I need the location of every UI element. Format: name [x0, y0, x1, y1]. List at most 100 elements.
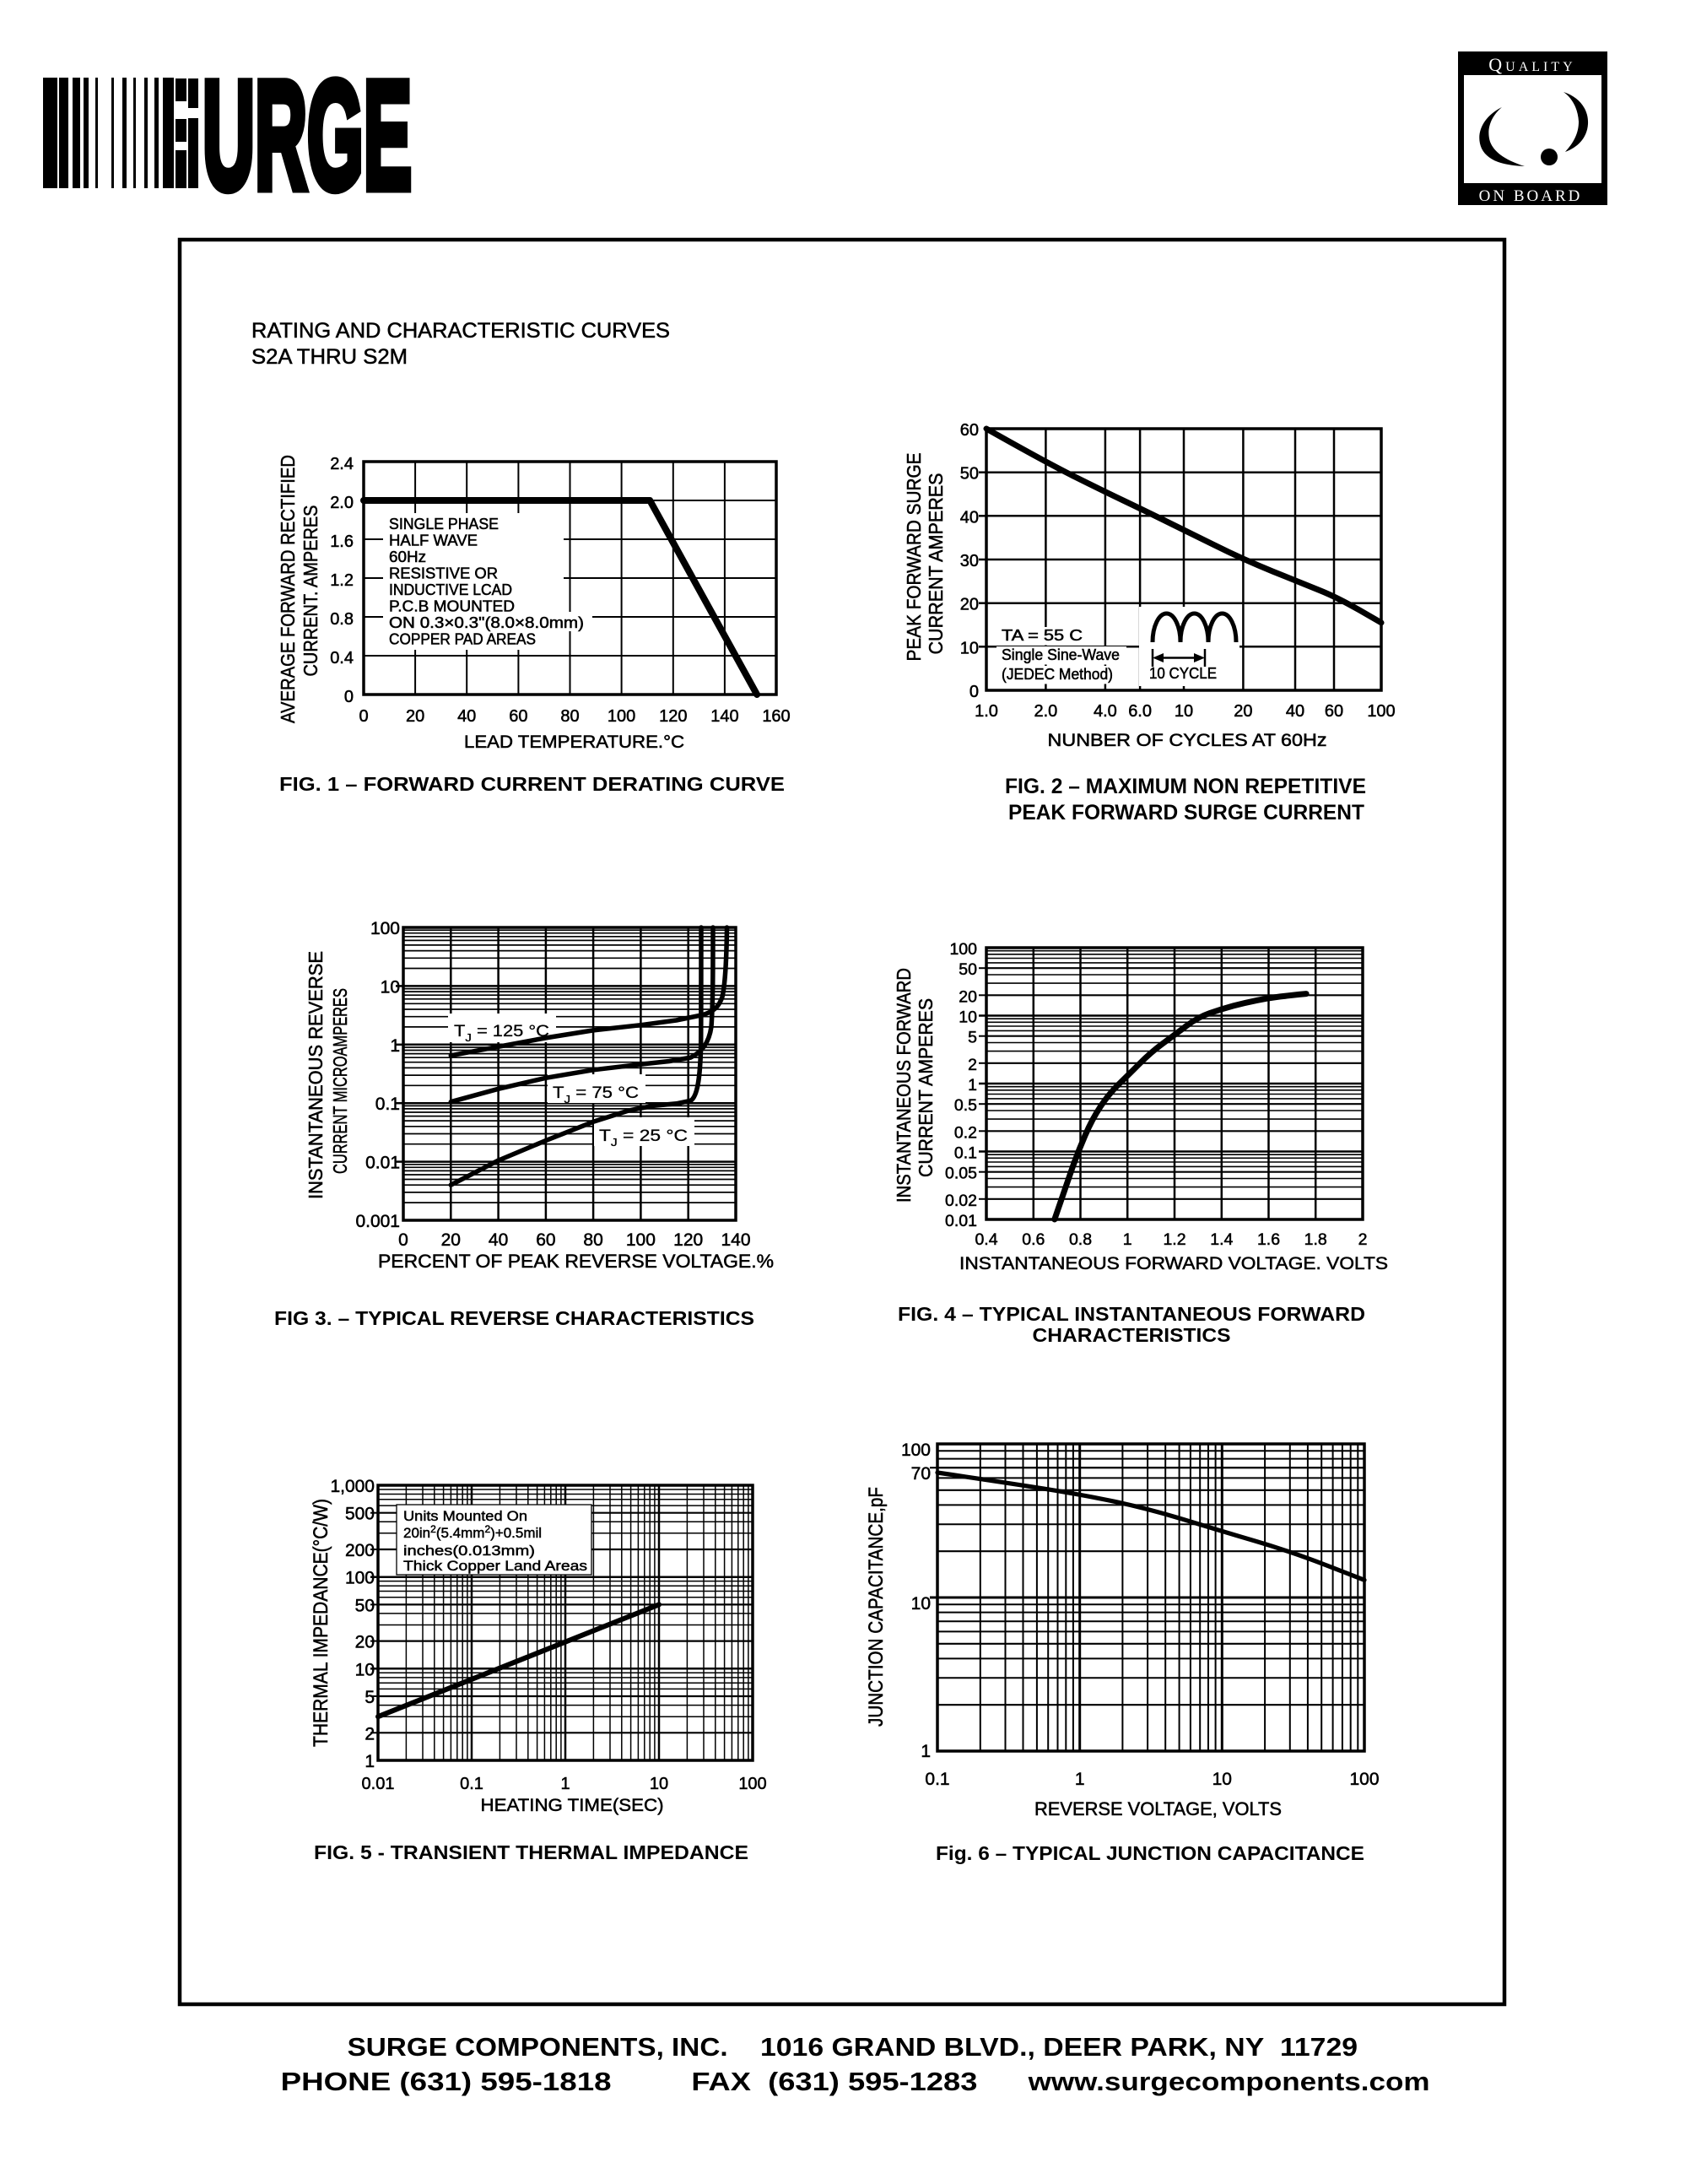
svg-text:1: 1: [390, 1036, 400, 1056]
svg-text:10: 10: [1212, 1770, 1232, 1789]
svg-text:PEAK FORWARD SURGE: PEAK FORWARD SURGE: [903, 453, 925, 662]
svg-text:160: 160: [762, 707, 790, 726]
svg-text:(JEDEC Method): (JEDEC Method): [1002, 666, 1113, 683]
svg-text:0.1: 0.1: [925, 1770, 949, 1789]
svg-text:6.0: 6.0: [1128, 702, 1152, 721]
svg-text:20: 20: [406, 707, 424, 726]
svg-text:FIG. 1 – FORWARD CURRENT DERAT: FIG. 1 – FORWARD CURRENT DERATING CURVE: [279, 773, 785, 795]
svg-text:ON 0.3×0.3"(8.0×8.0mm): ON 0.3×0.3"(8.0×8.0mm): [389, 614, 584, 631]
svg-text:40: 40: [1286, 702, 1304, 721]
svg-text:100: 100: [345, 1569, 375, 1588]
svg-text:2.4: 2.4: [330, 455, 354, 473]
svg-text:10: 10: [911, 1594, 931, 1614]
svg-text:CHARACTERISTICS: CHARACTERISTICS: [1033, 1324, 1231, 1346]
svg-text:60: 60: [509, 707, 527, 726]
svg-text:1: 1: [921, 1742, 931, 1761]
svg-text:1.2: 1.2: [1163, 1230, 1185, 1249]
svg-text:0.001: 0.001: [355, 1212, 400, 1231]
svg-text:0.2: 0.2: [954, 1123, 977, 1142]
svg-text:0: 0: [398, 1230, 408, 1250]
svg-text:100: 100: [370, 919, 400, 938]
svg-text:1,000: 1,000: [330, 1477, 375, 1496]
svg-text:0.02: 0.02: [945, 1192, 977, 1210]
svg-text:0.1: 0.1: [954, 1144, 977, 1163]
svg-text:0.01: 0.01: [945, 1212, 977, 1230]
svg-text:THERMAL IMPEDANCE(°C/W): THERMAL IMPEDANCE(°C/W): [310, 1499, 332, 1747]
svg-text:COPPER PAD AREAS: COPPER PAD AREAS: [389, 631, 536, 648]
svg-text:50: 50: [355, 1596, 375, 1615]
svg-text:10: 10: [1175, 702, 1193, 721]
svg-text:100: 100: [901, 1441, 931, 1460]
svg-text:PERCENT OF PEAK REVERSE VOLTAG: PERCENT OF PEAK REVERSE VOLTAGE.%: [378, 1251, 774, 1272]
svg-text:100: 100: [608, 707, 635, 726]
svg-text:10 CYCLE: 10 CYCLE: [1149, 665, 1217, 682]
svg-text:1.6: 1.6: [1257, 1230, 1280, 1249]
svg-text:Thick Copper Land Areas: Thick Copper Land Areas: [403, 1558, 587, 1574]
svg-text:20in2(5.4mm2)+0.5mil: 20in2(5.4mm2)+0.5mil: [403, 1523, 542, 1541]
svg-text:50: 50: [960, 465, 979, 484]
svg-text:FIG. 4 – TYPICAL INSTANTANEOUS: FIG. 4 – TYPICAL INSTANTANEOUS FORWARD: [898, 1303, 1365, 1325]
svg-text:S2A THRU S2M: S2A THRU S2M: [251, 345, 408, 369]
svg-text:INSTANTANEOUS FORWARD: INSTANTANEOUS FORWARD: [893, 968, 915, 1203]
svg-text:1: 1: [1075, 1770, 1085, 1789]
svg-text:2.0: 2.0: [1034, 702, 1057, 721]
svg-text:0: 0: [344, 688, 354, 706]
svg-text:30: 30: [960, 552, 979, 570]
svg-text:60: 60: [536, 1230, 555, 1250]
svg-text:80: 80: [560, 707, 579, 726]
svg-text:20: 20: [441, 1230, 461, 1250]
svg-text:100: 100: [1349, 1770, 1379, 1789]
svg-text:2: 2: [1358, 1230, 1368, 1249]
svg-text:0.4: 0.4: [975, 1230, 997, 1249]
svg-text:0.1: 0.1: [375, 1095, 400, 1114]
svg-text:PHONE (631) 595-1818: PHONE (631) 595-1818: [281, 2067, 612, 2096]
svg-text:www.surgecomponents.com: www.surgecomponents.com: [1027, 2067, 1429, 2096]
svg-text:inches(0.013mm): inches(0.013mm): [403, 1543, 535, 1559]
svg-text:40: 40: [489, 1230, 508, 1250]
svg-text:140: 140: [710, 707, 738, 726]
svg-text:SURGE COMPONENTS, INC.: SURGE COMPONENTS, INC.: [348, 2032, 728, 2062]
svg-text:20: 20: [959, 987, 977, 1006]
svg-text:FIG. 5 - TRANSIENT THERMAL IMP: FIG. 5 - TRANSIENT THERMAL IMPEDANCE: [314, 1841, 748, 1863]
svg-text:SINGLE PHASE: SINGLE PHASE: [389, 516, 499, 532]
svg-text:0.8: 0.8: [1069, 1230, 1092, 1249]
svg-text:10: 10: [355, 1660, 375, 1679]
svg-text:1.8: 1.8: [1304, 1230, 1327, 1249]
svg-text:Fig. 6 – TYPICAL JUNCTION CAPA: Fig. 6 – TYPICAL JUNCTION CAPACITANCE: [936, 1842, 1364, 1864]
svg-text:40: 40: [960, 508, 979, 527]
svg-text:20: 20: [960, 596, 979, 614]
svg-text:2.0: 2.0: [330, 494, 354, 512]
svg-text:5: 5: [968, 1029, 977, 1047]
svg-text:10: 10: [960, 639, 979, 657]
svg-text:100: 100: [626, 1230, 656, 1250]
svg-text:20: 20: [1234, 702, 1252, 721]
svg-text:10: 10: [959, 1008, 977, 1027]
svg-text:INSTANTANEOUS REVERSE: INSTANTANEOUS REVERSE: [305, 951, 327, 1199]
svg-text:ON BOARD: ON BOARD: [1479, 187, 1583, 205]
svg-text:RESISTIVE OR: RESISTIVE OR: [389, 565, 498, 582]
svg-text:1.6: 1.6: [330, 532, 354, 551]
svg-text:60: 60: [1325, 702, 1343, 721]
svg-text:70: 70: [911, 1464, 931, 1484]
svg-text:10: 10: [381, 977, 400, 997]
svg-text:0: 0: [359, 707, 368, 726]
svg-text:REVERSE VOLTAGE, VOLTS: REVERSE VOLTAGE, VOLTS: [1034, 1798, 1282, 1819]
svg-text:0.5: 0.5: [954, 1096, 977, 1115]
svg-text:INDUCTIVE LCAD: INDUCTIVE LCAD: [389, 581, 512, 598]
svg-text:0.4: 0.4: [330, 649, 354, 668]
svg-text:JUNCTION CAPACITANCE,pF: JUNCTION CAPACITANCE,pF: [865, 1487, 888, 1727]
svg-text:CURRENT AMPERES: CURRENT AMPERES: [915, 998, 937, 1177]
svg-text:2: 2: [365, 1724, 375, 1743]
svg-text:100: 100: [738, 1775, 766, 1793]
svg-text:FAX (631) 595-1283: FAX (631) 595-1283: [691, 2067, 977, 2096]
svg-text:1.4: 1.4: [1210, 1230, 1233, 1249]
svg-text:80: 80: [583, 1230, 602, 1250]
svg-text:CURRENT MICROAMPERES: CURRENT MICROAMPERES: [329, 988, 351, 1174]
svg-text:0: 0: [969, 683, 979, 701]
svg-text:140: 140: [721, 1230, 750, 1250]
svg-text:Units Mounted On: Units Mounted On: [403, 1508, 527, 1524]
svg-text:HALF WAVE: HALF WAVE: [389, 532, 478, 549]
svg-text:500: 500: [345, 1505, 375, 1524]
svg-text:0.05: 0.05: [945, 1165, 977, 1183]
svg-text:2: 2: [968, 1056, 977, 1074]
